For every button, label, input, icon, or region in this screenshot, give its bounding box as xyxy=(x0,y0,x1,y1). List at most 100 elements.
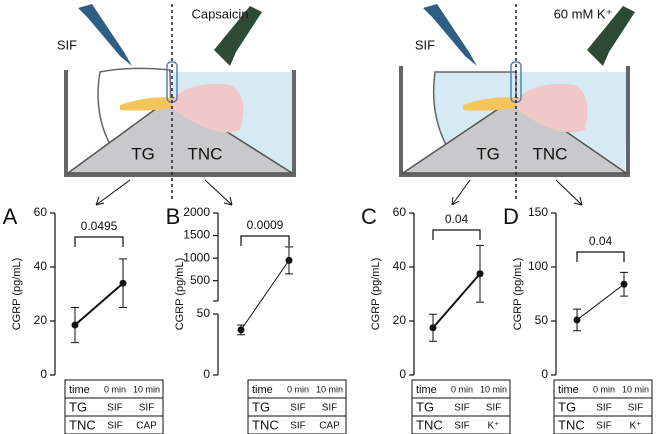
y-axis-label: CGRP (pg/mL) xyxy=(174,258,186,331)
reagent-label: Capsaicin xyxy=(191,6,248,21)
p-value: 0.0009 xyxy=(247,218,284,232)
y-tick-label: 1000 xyxy=(183,250,210,264)
table-cell: TG xyxy=(416,399,434,414)
significance-bracket xyxy=(576,251,625,262)
table-cell: SIF xyxy=(596,421,612,432)
table-cell: TNC xyxy=(416,417,443,432)
arrow xyxy=(451,179,471,206)
skull xyxy=(400,96,629,174)
significance-bracket xyxy=(240,235,290,246)
pipette xyxy=(423,4,477,66)
p-value: 0.04 xyxy=(589,234,613,248)
data-line xyxy=(74,282,124,326)
panel-label: B xyxy=(166,204,181,229)
y-tick-label: 50 xyxy=(197,306,211,320)
table-cell: SIF xyxy=(596,403,612,414)
y-tick-label: 20 xyxy=(34,313,48,327)
y-tick-label: 100 xyxy=(528,259,548,273)
table-cell: time xyxy=(69,384,90,396)
table-cell: CAP xyxy=(319,421,340,432)
table-cell: time xyxy=(416,384,437,396)
table-cell: K⁺ xyxy=(488,421,500,432)
table-cell: SIF xyxy=(107,403,123,414)
region-label: TG xyxy=(131,144,155,163)
table-cell: TNC xyxy=(69,417,96,432)
p-value: 0.04 xyxy=(445,212,469,226)
table-cell: 10 min xyxy=(133,384,160,394)
pipette xyxy=(214,6,262,66)
table-cell: 10 min xyxy=(480,384,507,394)
tissue xyxy=(516,84,588,133)
table-cell: time xyxy=(558,384,579,396)
setup-diagram: SIF 60 mM K⁺ TG TNC xyxy=(399,4,635,206)
table-cell: SIF xyxy=(290,403,306,414)
data-line xyxy=(240,260,290,331)
table-cell: 0 min xyxy=(593,384,615,394)
table-cell: 0 min xyxy=(287,384,309,394)
y-tick-label: 0 xyxy=(399,367,406,381)
y-tick-label: 500 xyxy=(190,273,210,287)
table-cell: SIF xyxy=(322,403,338,414)
table-cell: K⁺ xyxy=(630,421,642,432)
table-cell: TNC xyxy=(558,417,585,432)
data-line xyxy=(432,273,481,329)
region-label: TG xyxy=(476,144,500,163)
y-tick-label: 0 xyxy=(203,367,210,381)
data-line xyxy=(576,283,625,321)
significance-bracket xyxy=(432,229,481,240)
y-tick-label: 2000 xyxy=(183,205,210,219)
reagent-label: SIF xyxy=(415,37,435,52)
table-cell: 10 min xyxy=(622,384,649,394)
panel-label: A xyxy=(3,204,18,229)
y-tick-label: 50 xyxy=(535,313,549,327)
table-cell: SIF xyxy=(290,421,306,432)
table-cell: SIF xyxy=(139,403,155,414)
y-tick-label: 60 xyxy=(34,205,48,219)
region-label: TNC xyxy=(188,144,223,163)
data-point xyxy=(620,280,628,288)
y-tick-label: 0 xyxy=(40,367,47,381)
table-cell: CAP xyxy=(136,421,157,432)
table-cell: 0 min xyxy=(104,384,126,394)
table-cell: 0 min xyxy=(451,384,473,394)
data-point xyxy=(119,279,127,287)
tissue xyxy=(172,84,244,133)
tank xyxy=(399,66,630,177)
p-value: 0.0495 xyxy=(81,219,118,233)
table-cell: SIF xyxy=(107,421,123,432)
ganglion xyxy=(463,97,516,111)
data-point xyxy=(285,256,293,264)
y-tick-label: 60 xyxy=(393,205,407,219)
table-cell: TNC xyxy=(252,417,279,432)
table-cell: time xyxy=(252,384,273,396)
pipette xyxy=(78,4,132,66)
table-cell: SIF xyxy=(628,403,644,414)
skull xyxy=(65,96,295,174)
table-cell: 10 min xyxy=(316,384,343,394)
y-tick-label: 40 xyxy=(393,259,407,273)
table-border xyxy=(411,379,511,434)
table-border xyxy=(247,379,347,434)
tank xyxy=(64,70,296,177)
reagent-label: SIF xyxy=(57,37,77,52)
significance-bracket xyxy=(74,236,124,247)
y-tick-label: 150 xyxy=(528,205,548,219)
table-border xyxy=(64,379,164,434)
table-border xyxy=(553,379,653,434)
data-point xyxy=(71,321,79,329)
y-axis-label: CGRP (pg/mL) xyxy=(11,258,23,331)
data-point xyxy=(476,270,484,278)
table-cell: TG xyxy=(558,399,576,414)
reagent-label: 60 mM K⁺ xyxy=(554,6,613,21)
arrow xyxy=(555,179,583,206)
table-cell: SIF xyxy=(486,403,502,414)
setup-diagram: SIF Capsaicin TG TNC xyxy=(57,4,296,206)
y-tick-label: 40 xyxy=(34,259,48,273)
arrow xyxy=(95,179,131,206)
y-tick-label: 1500 xyxy=(183,228,210,242)
table-cell: SIF xyxy=(454,403,470,414)
panel-label: C xyxy=(361,204,377,229)
data-point xyxy=(573,316,581,324)
y-axis-label: CGRP (pg/mL) xyxy=(370,258,382,331)
